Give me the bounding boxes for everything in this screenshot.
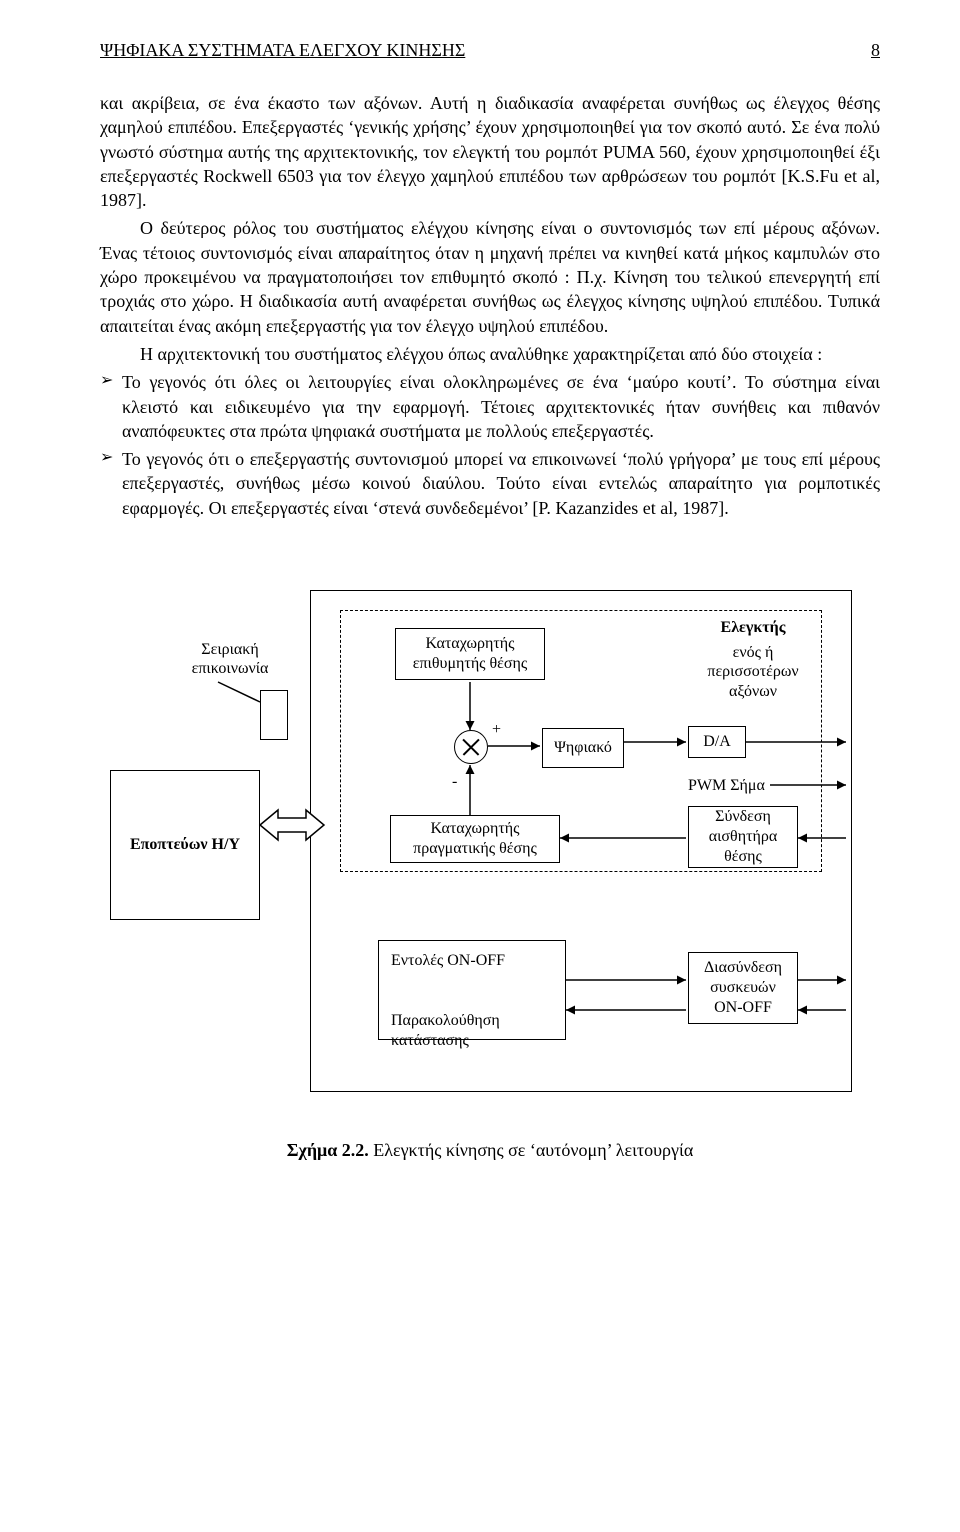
page-header: ΨΗΦΙΑΚΑ ΣΥΣΤΗΜΑΤΑ ΕΛΕΓΧΟΥ ΚΙΝΗΣΗΣ 8 <box>100 40 880 61</box>
paragraph-2: Ο δεύτερος ρόλος του συστήματος ελέγχου … <box>100 216 880 337</box>
controller-label-line1: Ελεγκτής <box>688 618 818 637</box>
header-page-number: 8 <box>871 40 880 61</box>
pwm-label: PWM Σήμα <box>688 776 765 795</box>
figure-caption-bold: Σχήμα 2.2. <box>287 1140 369 1160</box>
sensor-link-box: Σύνδεσηαισθητήραθέσης <box>688 806 798 868</box>
onoff-commands-box: Εντολές ON-OFFΠαρακολούθησηκατάστασης <box>378 940 566 1040</box>
header-title: ΨΗΦΙΑΚΑ ΣΥΣΤΗΜΑΤΑ ΕΛΕΓΧΟΥ ΚΙΝΗΣΗΣ <box>100 40 465 61</box>
controller-label: Ελεγκτής ενός ήπερισσοτέρωναξόνων <box>688 618 818 701</box>
minus-sign: - <box>452 772 457 791</box>
controller-label-rest: ενός ήπερισσοτέρωναξόνων <box>688 643 818 701</box>
document-page: ΨΗΦΙΑΚΑ ΣΥΣΤΗΜΑΤΑ ΕΛΕΓΧΟΥ ΚΙΝΗΣΗΣ 8 και … <box>0 0 960 1221</box>
plus-sign: + <box>492 720 501 739</box>
onoff-devices-box: ΔιασύνδεσησυσκευώνON-OFF <box>688 952 798 1024</box>
figure-caption-rest: Ελεγκτής κίνησης σε ‘αυτόνομη’ λειτουργί… <box>369 1140 693 1160</box>
block-diagram: Σειριακήεπικοινωνία Εποπτεύων Η/Υ <box>110 590 870 1110</box>
register-actual-box: Καταχωρητήςπραγματικής θέσης <box>390 815 560 863</box>
bullet-list: Το γεγονός ότι όλες οι λειτουργίες είναι… <box>100 370 880 520</box>
paragraph-3: Η αρχιτεκτονική του συστήματος ελέγχου ό… <box>100 342 880 366</box>
bullet-item-2: Το γεγονός ότι ο επεξεργαστής συντονισμο… <box>100 447 880 520</box>
figure-caption: Σχήμα 2.2. Ελεγκτής κίνησης σε ‘αυτόνομη… <box>100 1140 880 1161</box>
register-desired-box: Καταχωρητήςεπιθυμητής θέσης <box>395 628 545 680</box>
bullet-item-1: Το γεγονός ότι όλες οι λειτουργίες είναι… <box>100 370 880 443</box>
digital-filter-box: Ψηφιακό <box>542 728 624 768</box>
da-converter-box: D/A <box>688 726 746 758</box>
paragraph-1: και ακρίβεια, σε ένα έκαστο των αξόνων. … <box>100 91 880 212</box>
summing-junction <box>454 730 488 764</box>
